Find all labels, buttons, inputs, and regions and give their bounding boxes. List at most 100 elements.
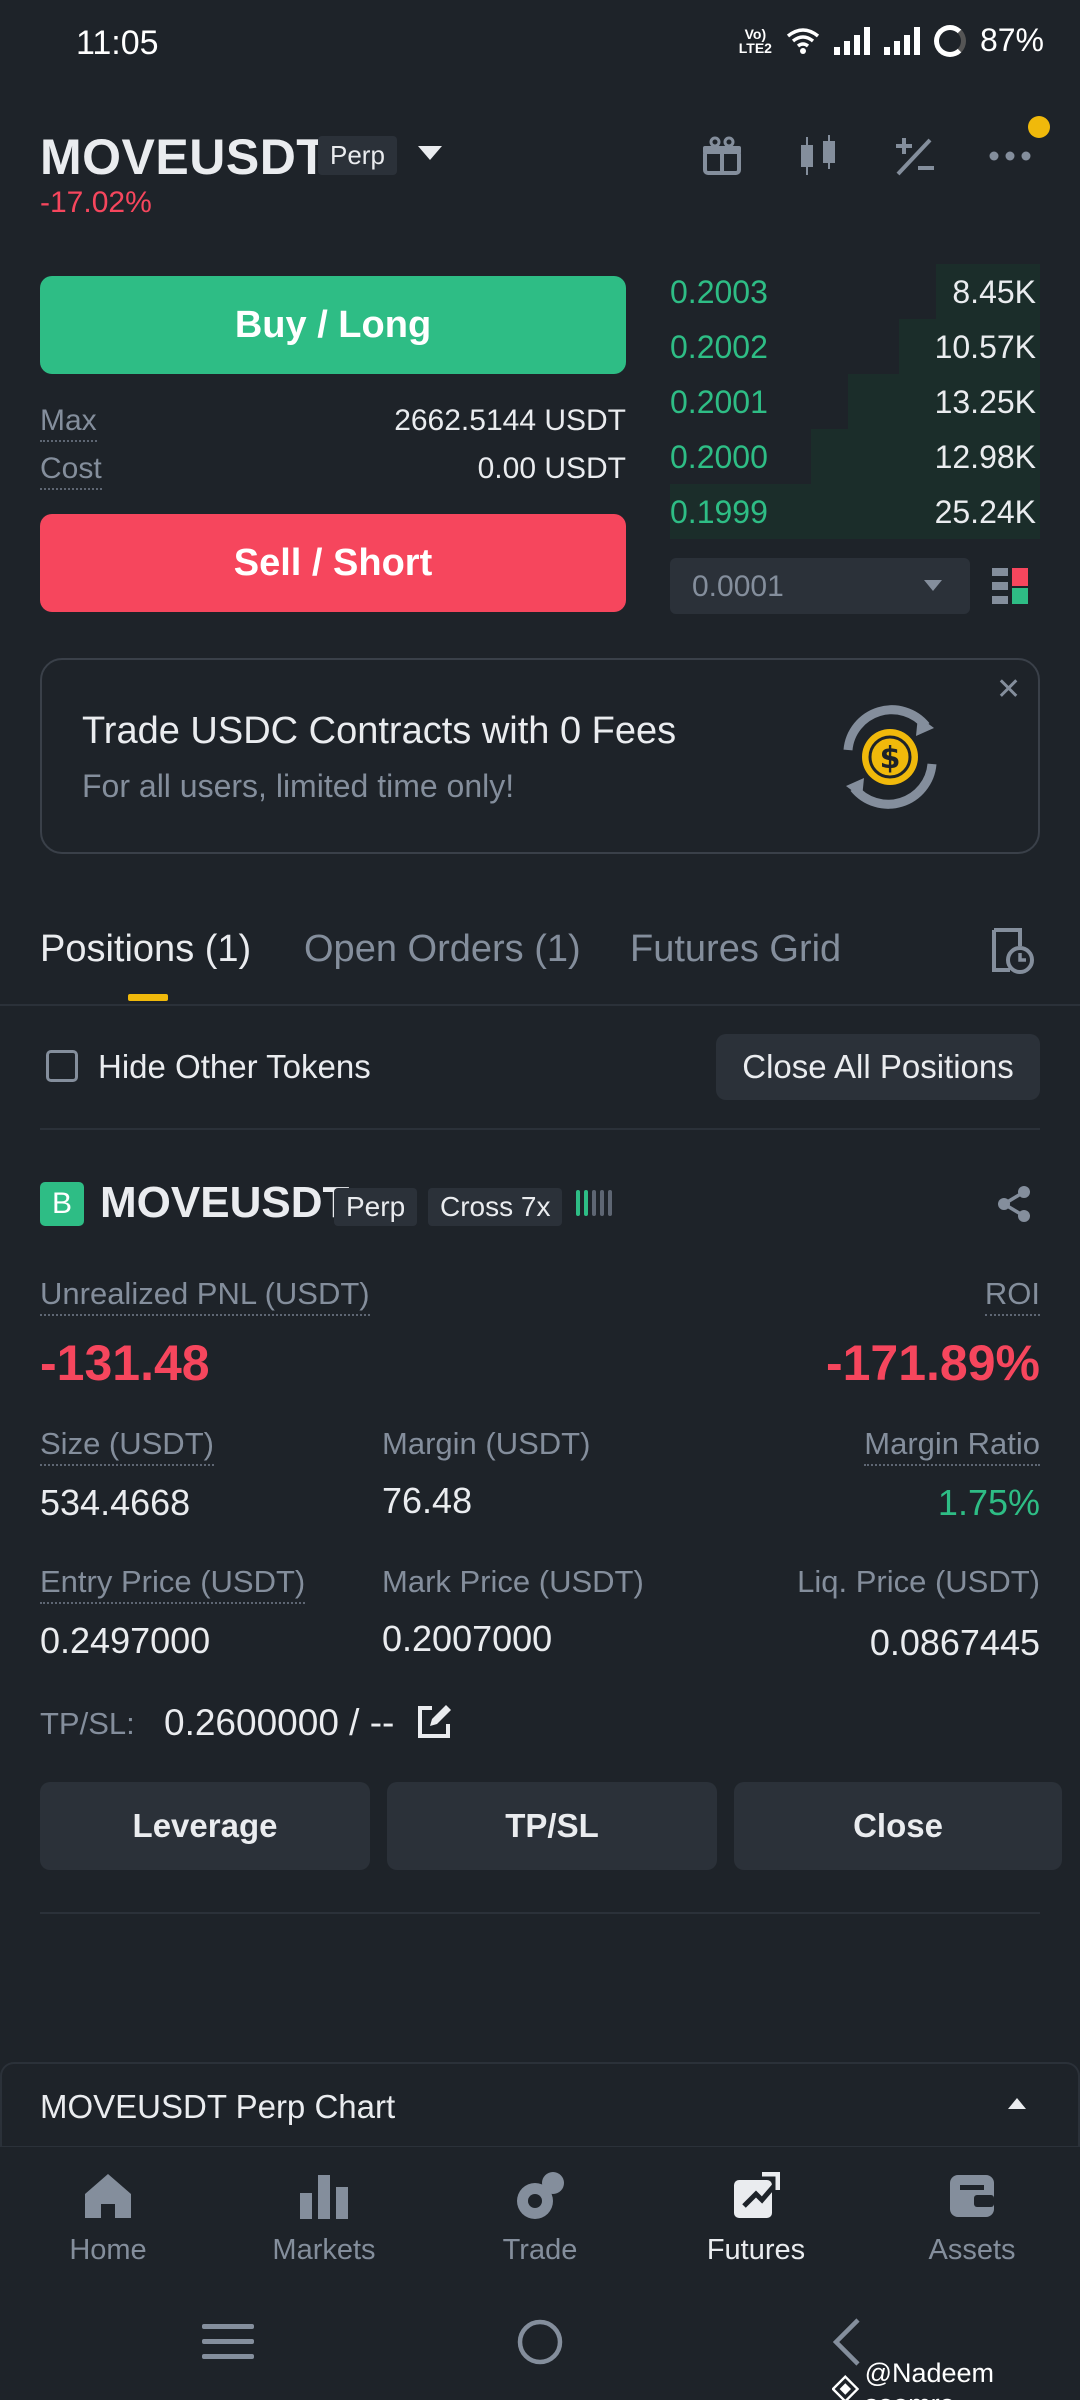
orderbook-row[interactable]: 0.2003 8.45K bbox=[670, 264, 1040, 319]
order-history-icon[interactable] bbox=[990, 926, 1034, 976]
orderbook-price: 0.2003 bbox=[670, 274, 768, 310]
assets-icon bbox=[872, 2168, 1072, 2224]
nav-assets[interactable]: Assets bbox=[872, 2168, 1072, 2267]
entry-price-label[interactable]: Entry Price (USDT) bbox=[40, 1562, 306, 1604]
svg-text:$: $ bbox=[880, 741, 901, 776]
status-indicators: Vo) LTE2 87% bbox=[739, 22, 1044, 59]
orderbook-layout-icon[interactable] bbox=[992, 566, 1030, 606]
unrealized-pnl-value: -131.48 bbox=[40, 1335, 210, 1391]
battery-percent: 87% bbox=[979, 22, 1044, 58]
position-contract-badge: Perp bbox=[334, 1188, 418, 1226]
status-time: 11:05 bbox=[76, 24, 159, 62]
system-nav-bar bbox=[0, 2280, 1080, 2400]
diamond-logo-icon bbox=[832, 2375, 859, 2400]
depth-bar bbox=[847, 374, 1040, 429]
precision-value: 0.0001 bbox=[692, 570, 784, 603]
max-label: Max bbox=[40, 402, 97, 442]
unrealized-pnl-label[interactable]: Unrealized PNL (USDT) bbox=[40, 1274, 370, 1316]
size-label[interactable]: Size (USDT) bbox=[40, 1424, 214, 1466]
max-value: 2662.5144 USDT bbox=[394, 404, 626, 437]
trade-icon bbox=[440, 2168, 640, 2224]
nav-home[interactable]: Home bbox=[8, 2168, 208, 2267]
watermark: @Nadeem soomro bbox=[832, 2358, 1080, 2400]
promo-subtitle: For all users, limited time only! bbox=[82, 768, 515, 804]
markets-icon bbox=[224, 2168, 424, 2224]
orderbook-row[interactable]: 0.1999 25.24K bbox=[670, 484, 1040, 539]
margin-ratio-label[interactable]: Margin Ratio bbox=[864, 1424, 1040, 1466]
back-icon[interactable] bbox=[830, 2316, 862, 2368]
orderbook-price: 0.1999 bbox=[670, 494, 768, 530]
orderbook-qty: 13.25K bbox=[934, 384, 1036, 420]
recent-apps-icon[interactable] bbox=[202, 2322, 254, 2362]
cost-label: Cost bbox=[40, 450, 102, 490]
wifi-icon bbox=[786, 27, 820, 54]
depth-bar bbox=[899, 319, 1040, 374]
orderbook-price: 0.2001 bbox=[670, 384, 768, 420]
orderbook-qty: 12.98K bbox=[934, 439, 1036, 475]
nav-home-label: Home bbox=[69, 2234, 147, 2266]
orderbook-row[interactable]: 0.2001 13.25K bbox=[670, 374, 1040, 429]
risk-bars-icon bbox=[576, 1190, 612, 1216]
contract-type-badge: Perp bbox=[318, 136, 397, 175]
futures-icon bbox=[656, 2168, 856, 2224]
home-icon bbox=[8, 2168, 208, 2224]
tab-positions[interactable]: Positions (1) bbox=[40, 928, 252, 970]
hide-other-tokens-checkbox[interactable] bbox=[46, 1050, 78, 1082]
close-icon[interactable]: ✕ bbox=[996, 673, 1022, 706]
depth-bar bbox=[936, 264, 1040, 319]
candlestick-icon[interactable] bbox=[790, 128, 846, 184]
promo-banner[interactable] bbox=[40, 658, 1040, 854]
close-position-button[interactable]: Close bbox=[734, 1782, 1062, 1870]
volte-indicator: Vo) LTE2 bbox=[738, 25, 772, 56]
margin-mode-badge: Cross 7x bbox=[428, 1188, 563, 1226]
orderbook-row[interactable]: 0.2002 10.57K bbox=[670, 319, 1040, 374]
chart-panel-label: MOVEUSDT Perp Chart bbox=[40, 2088, 396, 2125]
liq-price-label: Liq. Price (USDT) bbox=[797, 1564, 1040, 1599]
nav-futures-label: Futures bbox=[706, 2234, 806, 2266]
share-icon[interactable] bbox=[996, 1184, 1032, 1224]
nav-assets-label: Assets bbox=[928, 2234, 1016, 2266]
depth-bar bbox=[670, 484, 1040, 539]
nav-markets[interactable]: Markets bbox=[224, 2168, 424, 2267]
chevron-up-icon[interactable] bbox=[1008, 2098, 1026, 2109]
home-button-icon[interactable] bbox=[516, 2318, 564, 2366]
hide-other-tokens-label[interactable]: Hide Other Tokens bbox=[98, 1048, 371, 1085]
margin-label: Margin (USDT) bbox=[382, 1426, 591, 1461]
leverage-button[interactable]: Leverage bbox=[40, 1782, 370, 1870]
tab-open-orders[interactable]: Open Orders (1) bbox=[304, 928, 581, 970]
divider bbox=[40, 1128, 1040, 1130]
divider bbox=[40, 1912, 1040, 1914]
size-value: 534.4668 bbox=[40, 1482, 191, 1523]
tpsl-button[interactable]: TP/SL bbox=[387, 1782, 717, 1870]
position-symbol[interactable]: MOVEUSDT bbox=[100, 1178, 350, 1227]
nav-futures[interactable]: Futures bbox=[656, 2168, 856, 2267]
tab-futures-grid[interactable]: Futures Grid bbox=[630, 928, 842, 970]
symbol-dropdown-icon[interactable] bbox=[418, 146, 442, 160]
notification-dot bbox=[1028, 116, 1050, 138]
roi-value: -171.89% bbox=[825, 1335, 1040, 1391]
gift-icon[interactable] bbox=[694, 128, 750, 184]
more-icon[interactable] bbox=[982, 128, 1038, 184]
mark-price-label: Mark Price (USDT) bbox=[382, 1564, 644, 1599]
tpsl-label: TP/SL: bbox=[40, 1706, 135, 1741]
orderbook-row[interactable]: 0.2000 12.98K bbox=[670, 429, 1040, 484]
nav-trade[interactable]: Trade bbox=[440, 2168, 640, 2267]
side-badge: B bbox=[40, 1182, 84, 1226]
edit-icon[interactable] bbox=[416, 1704, 452, 1740]
close-all-positions-button[interactable]: Close All Positions bbox=[716, 1034, 1040, 1100]
chevron-down-icon bbox=[924, 580, 942, 591]
roi-label[interactable]: ROI bbox=[984, 1274, 1040, 1316]
battery-icon bbox=[933, 24, 966, 57]
chart-panel-toggle[interactable] bbox=[0, 2062, 1080, 2146]
orderbook-price: 0.2002 bbox=[670, 329, 768, 365]
calculator-icon[interactable] bbox=[886, 128, 942, 184]
margin-ratio-value: 1.75% bbox=[937, 1482, 1040, 1523]
mark-price-value: 0.2007000 bbox=[382, 1618, 553, 1659]
buy-long-button[interactable]: Buy / Long bbox=[40, 276, 626, 374]
orderbook-qty: 8.45K bbox=[952, 274, 1036, 310]
sell-short-button[interactable]: Sell / Short bbox=[40, 514, 626, 612]
symbol-title[interactable]: MOVEUSDT bbox=[40, 129, 328, 185]
precision-select[interactable]: 0.0001 bbox=[670, 558, 970, 614]
orderbook-qty: 10.57K bbox=[934, 329, 1036, 365]
liq-price-value: 0.0867445 bbox=[869, 1622, 1040, 1663]
